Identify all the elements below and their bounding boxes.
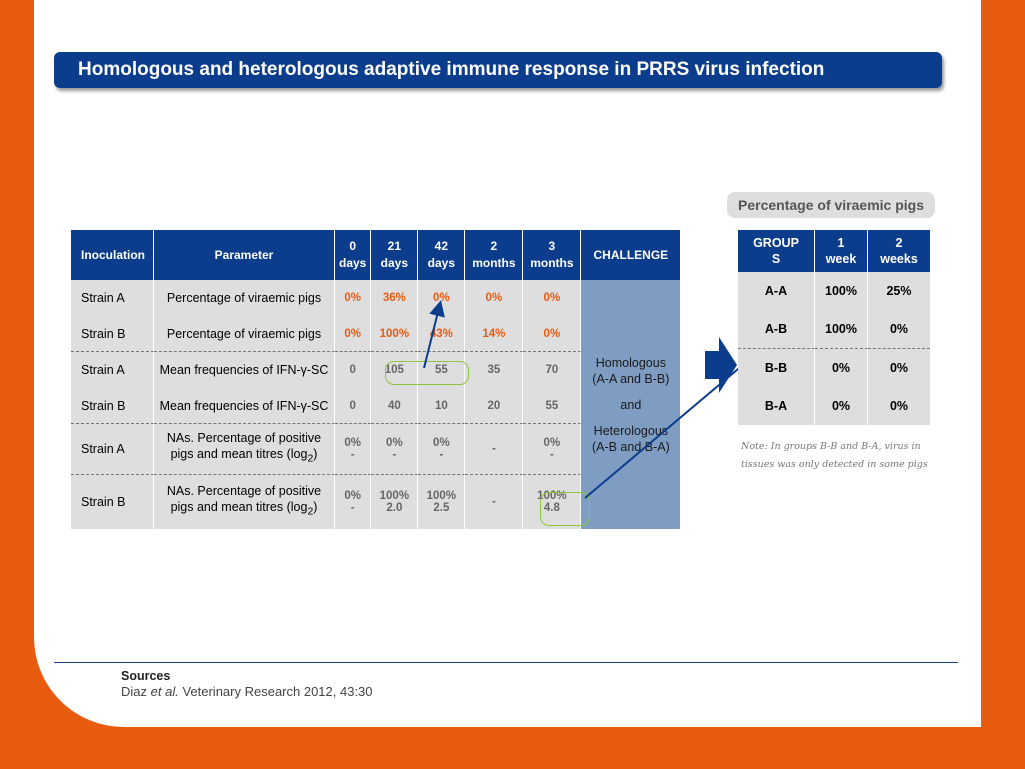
cell-value: 43% — [418, 316, 466, 351]
immune-response-table: Inoculation Parameter 0 days 21 days 42 day… — [71, 230, 681, 529]
col-challenge: CHALLENGE — [581, 230, 681, 280]
cell-value: 105 — [371, 351, 419, 388]
cell-value: 25% — [868, 272, 930, 310]
cell-value: 0% - — [523, 423, 582, 474]
viraemic-table: GROUP S 1 week 2 weeks A-A 100% 25% A-B 100… — [738, 230, 930, 425]
cell-value: 100% 2.0 — [371, 474, 419, 529]
cell-value: 100% 2.5 — [418, 474, 466, 529]
table-row: Strain B Mean frequencies of IFN-γ-SC 0 … — [71, 388, 680, 423]
note-text: Note: In groups B-B and B-A, virus in ti… — [741, 441, 928, 470]
table-row: B-A 0% 0% — [738, 387, 930, 425]
cell-value: 0% — [335, 316, 372, 351]
cell-value: 0% - — [371, 423, 419, 474]
cell-value: - — [465, 423, 524, 474]
col-groups: GROUP S — [738, 230, 815, 272]
row-parameter: NAs. Percentage of positive pigs and mea… — [154, 423, 335, 474]
cell-value: - — [465, 474, 524, 529]
viraemic-label: Percentage of viraemic pigs — [727, 192, 935, 218]
cell-value: 10 — [418, 388, 466, 423]
cell-value: 0% - — [418, 423, 466, 474]
cell-value: 0% — [465, 280, 524, 316]
cell-value: 20 — [465, 388, 524, 423]
row-strain: Strain B — [71, 474, 154, 529]
cell-value: 100% — [371, 316, 419, 351]
col-1-week: 1 week — [815, 230, 868, 272]
table-row: Strain B Percentage of viraemic pigs 0% … — [71, 316, 680, 351]
table-row: Strain B NAs. Percentage of positive pig… — [71, 474, 680, 529]
cell-value: 0% — [523, 280, 582, 316]
sources-citation: Diaz et al. Veterinary Research 2012, 43… — [121, 684, 373, 699]
cell-value: 55 — [523, 388, 582, 423]
cell-value: 100% 4.8 — [523, 474, 582, 529]
table-row: Strain A NAs. Percentage of positive pig… — [71, 423, 680, 474]
cell-value: 0% — [868, 310, 930, 348]
cell-value: 0 — [335, 388, 372, 423]
row-parameter: Percentage of viraemic pigs — [154, 316, 335, 351]
cell-value: 0% — [335, 280, 372, 316]
cell-value: 0% — [868, 387, 930, 425]
row-parameter: Mean frequencies of IFN-γ-SC — [154, 351, 335, 388]
cell-value: 100% — [815, 310, 868, 348]
row-strain: Strain A — [71, 351, 154, 388]
col-3-months: 3 months — [523, 230, 582, 280]
col-2-weeks: 2 weeks — [868, 230, 930, 272]
cell-value: 14% — [465, 316, 524, 351]
col-inoculation: Inoculation — [71, 230, 154, 280]
cell-value: 0 — [335, 351, 372, 388]
cell-value: 0% — [523, 316, 582, 351]
cell-value: 0% - — [335, 474, 372, 529]
cell-value: 100% — [815, 272, 868, 310]
row-parameter: Mean frequencies of IFN-γ-SC — [154, 388, 335, 423]
highlight-oval-ifn — [385, 361, 469, 385]
col-2-months: 2 months — [465, 230, 524, 280]
arrow-to-viraemic — [423, 300, 445, 369]
cell-group: B-B — [738, 348, 815, 387]
col-parameter: Parameter — [154, 230, 335, 280]
cell-value: 40 — [371, 388, 419, 423]
row-strain: Strain B — [71, 316, 154, 351]
cell-value: 35 — [465, 351, 524, 388]
row-strain: Strain B — [71, 388, 154, 423]
cell-value: 0% — [815, 387, 868, 425]
cell-group: A-A — [738, 272, 815, 310]
highlight-oval-nas — [540, 492, 590, 526]
sources-heading: Sources — [121, 669, 171, 683]
table-row: Strain A Mean frequencies of IFN-γ-SC 0 … — [71, 351, 680, 388]
cell-group: B-A — [738, 387, 815, 425]
table-row: A-A 100% 25% — [738, 272, 930, 310]
row-strain: Strain A — [71, 280, 154, 316]
cell-value: 36% — [371, 280, 419, 316]
col-21-days: 21 days — [371, 230, 419, 280]
table-row: A-B 100% 0% — [738, 310, 930, 348]
row-strain: Strain A — [71, 423, 154, 474]
page-title: Homologous and heterologous adaptive imm… — [54, 52, 942, 88]
col-42-days: 42 days — [418, 230, 466, 280]
cell-value: 0% — [815, 348, 868, 387]
big-right-arrow-icon — [705, 337, 737, 393]
table-row: B-B 0% 0% — [738, 348, 930, 387]
cell-value: 0% — [868, 348, 930, 387]
cell-group: A-B — [738, 310, 815, 348]
row-parameter: NAs. Percentage of positive pigs and mea… — [154, 474, 335, 529]
cell-value: 70 — [523, 351, 582, 388]
footer-divider — [54, 662, 958, 663]
cell-value: 0% - — [335, 423, 372, 474]
col-0-days: 0 days — [335, 230, 372, 280]
row-parameter: Percentage of viraemic pigs — [154, 280, 335, 316]
